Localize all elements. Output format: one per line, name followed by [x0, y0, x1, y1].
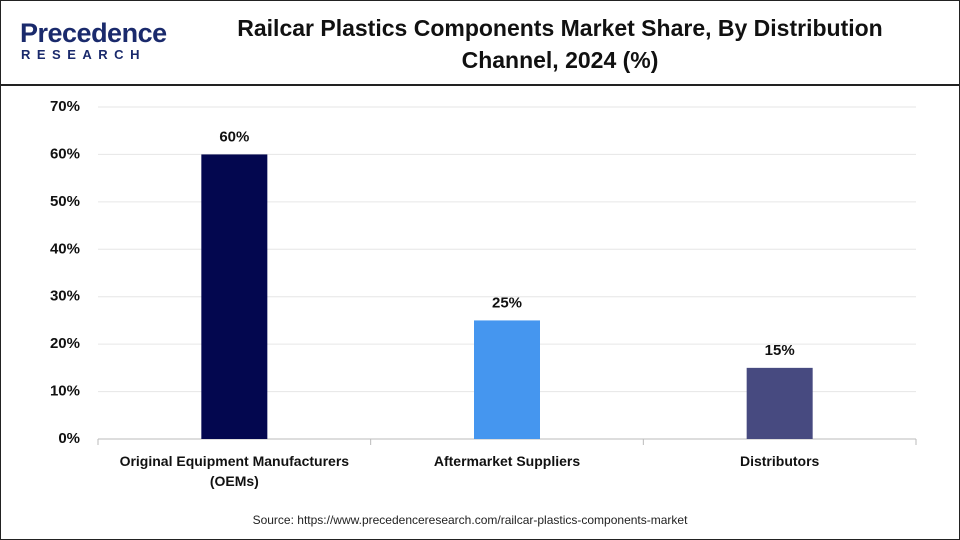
- y-tick-label: 30%: [50, 288, 80, 305]
- y-tick-label: 0%: [58, 430, 80, 447]
- logo: Precedence: [20, 18, 167, 48]
- data-label: 15%: [765, 342, 795, 359]
- logo-subtitle: RESEARCH: [21, 47, 146, 62]
- x-tick-label: Distributors: [739, 453, 820, 469]
- data-label: 25%: [492, 294, 522, 311]
- y-tick-label: 10%: [50, 383, 80, 400]
- bar: [474, 320, 540, 439]
- y-tick-label: 20%: [50, 335, 80, 352]
- y-tick-label: 40%: [50, 240, 80, 257]
- bar: [201, 154, 268, 439]
- data-label: 60%: [219, 128, 249, 145]
- y-tick-label: 60%: [50, 145, 80, 162]
- header-divider: [0, 84, 960, 86]
- x-tick-label: Aftermarket Suppliers: [433, 453, 581, 469]
- y-tick-label: 50%: [50, 193, 80, 210]
- x-tick-label: Original Equipment Manufacturers (OEMs): [119, 453, 350, 489]
- source: Source: https://www.precedenceresearch.c…: [252, 513, 688, 527]
- bar: [746, 367, 813, 439]
- y-tick-label: 70%: [50, 98, 80, 115]
- chart-title: Railcar Plastics Components Market Share…: [237, 15, 883, 73]
